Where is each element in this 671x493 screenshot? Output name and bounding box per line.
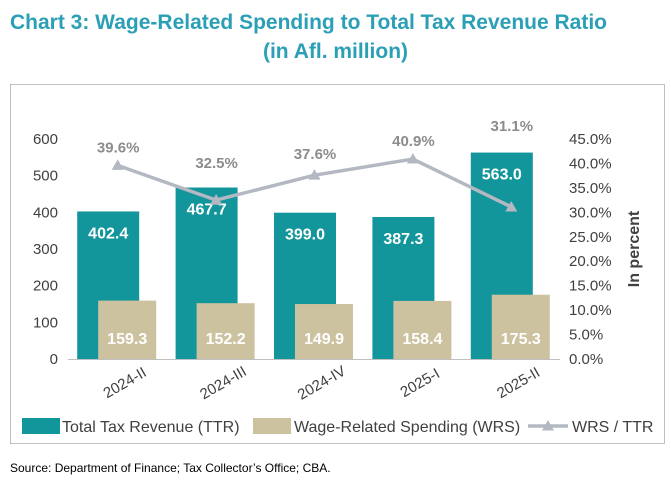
ratio-marker (505, 200, 518, 212)
wrs-bar (98, 300, 157, 359)
ttr-data-label: 563.0 (482, 167, 522, 184)
y2-tick-label: 25.0% (569, 229, 612, 246)
legend-swatch-wrs (253, 418, 291, 434)
ratio-data-label: 40.9% (392, 133, 435, 150)
ttr-data-label: 402.4 (88, 225, 128, 242)
x-tick-label: 2024-III (197, 363, 250, 403)
legend-swatch-ttr (22, 418, 60, 434)
y2-axis-title: In percent (626, 210, 643, 287)
ttr-data-label: 387.3 (383, 231, 423, 248)
y2-tick-label: 10.0% (569, 302, 612, 319)
ratio-marker (308, 169, 321, 180)
x-tick-label: 2024-II (100, 364, 149, 402)
x-tick-label: 2024-IV (295, 363, 349, 404)
y-tick-label: 300 (33, 241, 58, 258)
ratio-data-label: 32.5% (195, 155, 238, 172)
y-tick-label: 100 (33, 314, 58, 331)
y2-tick-label: 5.0% (569, 327, 603, 344)
y-tick-label: 400 (33, 204, 58, 221)
wrs-bar (196, 303, 255, 359)
y2-tick-label: 15.0% (569, 278, 612, 295)
ratio-marker (210, 194, 223, 205)
wrs-bar (491, 294, 550, 359)
legend-marker-ratio (542, 420, 554, 431)
legend-label-ttr: Total Tax Revenue (TTR) (62, 419, 240, 436)
y2-tick-label: 0.0% (569, 351, 603, 368)
ratio-marker (111, 159, 124, 170)
y-tick-label: 0 (50, 351, 58, 368)
x-tick-label: 2025-I (397, 365, 442, 401)
ratio-data-label: 31.1% (491, 118, 534, 135)
ratio-marker (406, 153, 419, 164)
source-note: Source: Department of Finance; Tax Colle… (10, 461, 331, 475)
y-tick-label: 200 (33, 278, 58, 295)
y-tick-label: 500 (33, 168, 58, 185)
chart-title: Chart 3: Wage-Related Spending to Total … (0, 8, 671, 66)
ratio-data-label: 39.6% (97, 139, 140, 156)
ttr-data-label: 467.7 (187, 202, 227, 219)
y-tick-label: 600 (33, 131, 58, 148)
chart-title-line-1: Chart 3: Wage-Related Spending to Total … (10, 11, 608, 34)
y2-tick-label: 40.0% (569, 155, 612, 172)
wrs-data-label: 175.3 (501, 331, 541, 348)
wrs-data-label: 152.2 (206, 331, 246, 348)
chart-title-line-2: (in Afl. million) (262, 40, 409, 63)
wrs-bar (393, 300, 452, 359)
legend-label-wrs: Wage-Related Spending (WRS) (294, 419, 520, 436)
x-tick-label: 2025-II (494, 364, 543, 402)
y2-tick-label: 45.0% (569, 131, 612, 148)
wrs-bar (295, 304, 353, 359)
legend-label-ratio: WRS / TTR (572, 419, 653, 436)
y2-tick-label: 35.0% (569, 180, 612, 197)
wrs-data-label: 149.9 (304, 331, 344, 348)
y2-tick-label: 30.0% (569, 204, 612, 221)
wrs-data-label: 159.3 (107, 331, 147, 348)
ttr-data-label: 399.0 (285, 227, 325, 244)
ratio-data-label: 37.6% (294, 146, 337, 163)
y2-tick-label: 20.0% (569, 253, 612, 270)
wrs-data-label: 158.4 (402, 331, 442, 348)
